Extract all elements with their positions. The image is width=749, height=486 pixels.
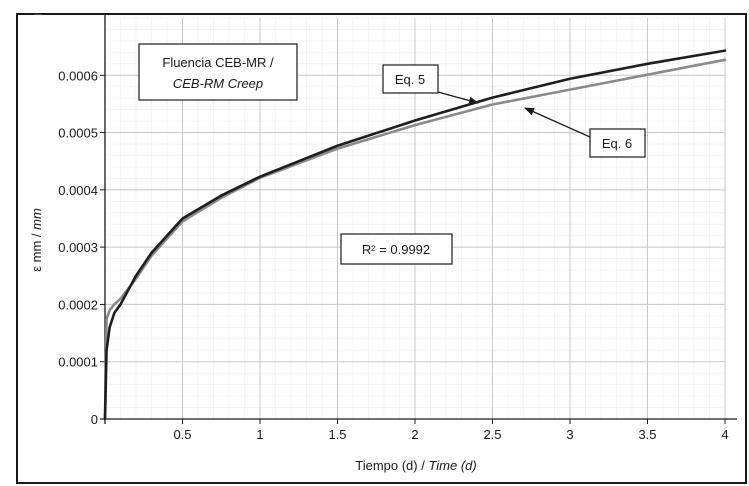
- tick-labels: 0.5 1 1.5 2 2.5 3 3.5 4 0 0.0001 0.0002 0.0003 0.000…: [58, 68, 728, 442]
- x-tick-label: 2: [411, 427, 418, 442]
- eq6-annotation: Eq. 6: [524, 107, 646, 158]
- eq5-arrow: [437, 91, 479, 105]
- y-tick-label: 0.0002: [58, 297, 98, 312]
- x-tick-label: 4: [721, 427, 728, 442]
- r-squared-box: R² = 0.9992: [340, 233, 453, 265]
- x-tick-label: 2.5: [483, 427, 501, 442]
- series-lines: [103, 49, 727, 421]
- x-axis-title: Tiempo (d) / Time (d): [355, 458, 476, 473]
- series-line-eq5: [103, 49, 727, 421]
- legend-line-1: Fluencia CEB-MR /: [162, 55, 274, 70]
- y-tick-label: 0.0005: [58, 126, 98, 141]
- y-tick-label: 0.0006: [58, 68, 98, 83]
- x-tick-label: 3: [566, 427, 573, 442]
- eq6-arrow: [524, 107, 591, 138]
- corner-mark: [34, 14, 42, 15]
- series-line-eq6: [103, 58, 727, 421]
- x-tick-label: 3.5: [638, 427, 656, 442]
- eq5-annotation: Eq. 5: [382, 64, 479, 105]
- legend-box: Fluencia CEB-MR / CEB-RM Creep: [138, 43, 298, 101]
- eq5-label: Eq. 5: [395, 72, 425, 87]
- y-tick-label: 0.0001: [58, 355, 98, 370]
- y-tick-label: 0.0003: [58, 240, 98, 255]
- y-tick-label: 0: [91, 412, 98, 427]
- y-axis-title: ε mm / mm: [29, 208, 44, 272]
- y-tick-label: 0.0004: [58, 183, 98, 198]
- x-tick-label: 1: [256, 427, 263, 442]
- r-squared-label: R² = 0.9992: [362, 242, 430, 257]
- legend-line-2: CEB-RM Creep: [173, 76, 263, 91]
- x-tick-label: 0.5: [173, 427, 191, 442]
- eq6-label: Eq. 6: [602, 136, 632, 151]
- x-tick-label: 1.5: [328, 427, 346, 442]
